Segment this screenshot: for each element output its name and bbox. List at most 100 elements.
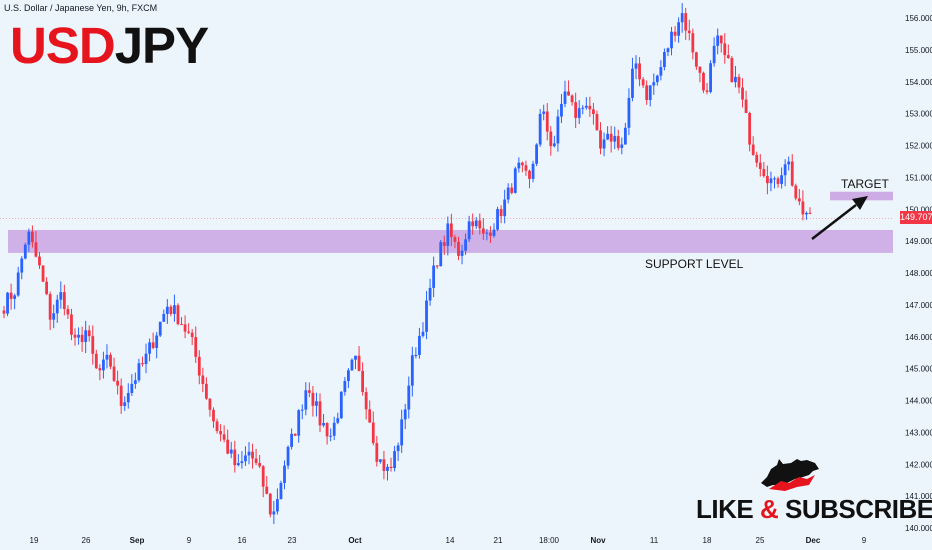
candle-body (648, 85, 652, 101)
candle-body (673, 31, 677, 36)
candle-body (123, 402, 127, 406)
candle-body (361, 370, 365, 393)
x-tick-label: 21 (494, 536, 503, 545)
candle-body (27, 231, 31, 245)
candle-body (414, 354, 418, 356)
candle-body (794, 185, 798, 199)
y-tick-label: 141.000 (905, 492, 932, 501)
candle-body (364, 392, 368, 410)
candle-body (371, 422, 375, 444)
candle-body (31, 231, 34, 243)
candle-body (66, 309, 70, 315)
candle-body (272, 511, 276, 515)
candle-body (702, 72, 705, 91)
candle-body (389, 466, 393, 469)
candle-body (584, 105, 588, 108)
candle-body (52, 313, 56, 320)
brand-usd: USD (10, 17, 116, 74)
candle-body (634, 63, 638, 69)
candle-body (407, 385, 411, 410)
candle-body (222, 434, 226, 440)
subscribe-text: SUBSCRIBE (784, 494, 932, 524)
candle-body (268, 493, 272, 515)
candle-body (552, 143, 556, 147)
candle-body (446, 223, 450, 246)
candle-body (59, 292, 63, 300)
candle-body (485, 232, 489, 234)
y-tick-label: 153.000 (905, 110, 932, 119)
candle-body (528, 170, 531, 179)
candle-body (464, 239, 467, 251)
candle-body (549, 131, 553, 147)
candle-body (77, 334, 80, 338)
candle-body (226, 439, 230, 454)
candle-body (233, 449, 237, 466)
candle-body (45, 281, 49, 295)
candle-body (400, 419, 404, 446)
candle-body (560, 103, 563, 117)
candle-body (773, 178, 776, 180)
candle-body (169, 306, 173, 314)
candle-body (616, 136, 620, 148)
candle-body (130, 383, 134, 393)
candle-body (215, 421, 219, 432)
candle-body (705, 90, 709, 92)
candle-body (719, 35, 723, 44)
candle-body (691, 33, 695, 53)
candle-body (428, 287, 432, 301)
like-text: LIKE (696, 494, 754, 524)
candle-body (208, 398, 212, 410)
candle-body (403, 409, 407, 420)
candle-body (425, 300, 428, 332)
candle-body (737, 76, 741, 88)
candle-body (70, 314, 73, 335)
candle-body (716, 35, 720, 46)
candle-body (638, 63, 641, 80)
candle-body (350, 359, 354, 371)
y-tick-label: 154.000 (905, 78, 932, 87)
candle-body (9, 292, 13, 299)
y-tick-label: 145.000 (905, 365, 932, 374)
candle-body (357, 355, 361, 371)
target-arrow (811, 196, 868, 240)
x-tick-label: 26 (82, 536, 91, 545)
candle-body (276, 499, 279, 512)
candle-body (563, 91, 567, 104)
candle-body (776, 178, 780, 184)
y-tick-label: 144.000 (905, 397, 932, 406)
y-tick-label: 140.000 (905, 524, 932, 533)
candle-body (162, 313, 166, 322)
candle-body (137, 363, 141, 381)
zones (8, 191, 893, 253)
x-tick-label: 11 (650, 536, 659, 545)
x-tick-label: 19 (30, 536, 39, 545)
candle-body (229, 449, 233, 454)
candle-body (595, 114, 599, 131)
candle-body (751, 144, 755, 155)
candle-body (258, 463, 262, 467)
candle-body (574, 102, 578, 118)
candle-body (599, 130, 602, 149)
target-zone (830, 191, 893, 201)
arrow-head (852, 196, 868, 210)
candle-body (38, 256, 41, 266)
candle-body (133, 380, 137, 384)
candle-body (279, 482, 283, 500)
candle-body (577, 108, 581, 118)
candle-body (623, 127, 627, 145)
candle-body (531, 163, 535, 179)
candle-body (659, 67, 663, 76)
candle-body (631, 68, 634, 98)
candle-body (542, 111, 546, 114)
symbol-info: U.S. Dollar / Japanese Yen, 9h, FXCM (4, 3, 158, 13)
candle-body (467, 221, 471, 240)
candle-body (13, 295, 17, 299)
x-tick-label: 14 (446, 536, 455, 545)
candle-body (620, 144, 624, 148)
candle-body (457, 241, 460, 256)
current-price-tag: 149.707 (900, 211, 932, 224)
support-level-label: SUPPORT LEVEL (645, 257, 744, 271)
y-tick-label: 147.000 (905, 301, 932, 310)
candle-body (517, 162, 521, 169)
